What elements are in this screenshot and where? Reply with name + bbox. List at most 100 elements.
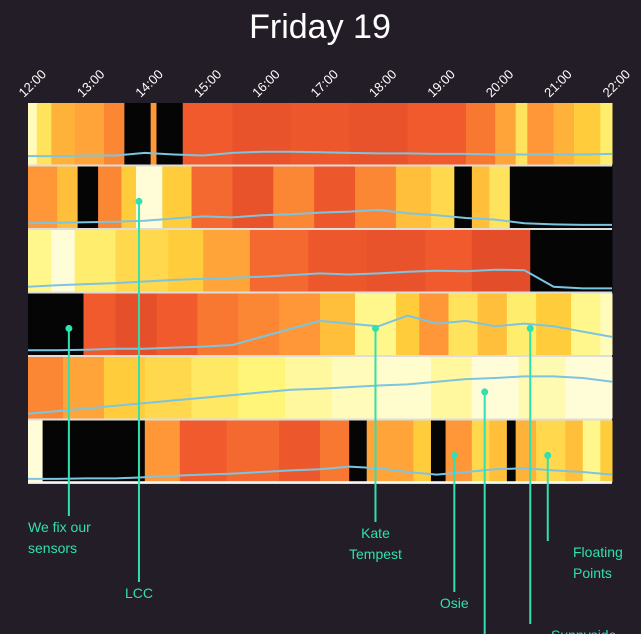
annotation-label: Sunnyside (551, 627, 617, 634)
x-tick-label: 21:00 (541, 67, 575, 101)
heatmap-cell (582, 420, 601, 482)
heatmap-cell (136, 166, 163, 228)
heatmap-cell (121, 166, 137, 228)
heatmap-cell (366, 230, 426, 292)
heatmap-cell (314, 166, 356, 228)
heatmap-cell (144, 357, 193, 419)
heatmap-cell (28, 166, 58, 228)
heatmap-cell (179, 420, 228, 482)
heatmap-cell (238, 357, 286, 419)
heatmap-cell (349, 103, 409, 165)
heatmap-cell (471, 230, 531, 292)
heatmap-cell (349, 420, 368, 482)
row-separator (28, 291, 612, 294)
heatmap-cell (454, 166, 473, 228)
annotation-label: Points (573, 565, 612, 581)
x-axis-ticks: 12:00 13:00 14:00 15:00 16:00 17:00 18:00 19:00… (16, 67, 634, 101)
heatmap-cell (565, 420, 584, 482)
x-tick-label: 14:00 (132, 67, 166, 101)
heatmap-cell (150, 103, 157, 165)
heatmap-row (28, 420, 613, 484)
heatmap-cell (430, 357, 473, 419)
row-separator (28, 418, 612, 421)
heatmap-cell (308, 230, 368, 292)
chart-title: Friday 19 (249, 8, 391, 46)
heatmap-cell (530, 230, 613, 292)
heatmap-cell (471, 357, 520, 419)
annotation: Floating Points (544, 451, 623, 581)
heatmap-cell (430, 166, 455, 228)
annotation-label: Floating (573, 544, 623, 560)
heatmap-cell (506, 420, 517, 482)
heatmap-cell (430, 420, 447, 482)
heatmap-cell (471, 166, 490, 228)
activity-line (27, 208, 612, 226)
activity-line (27, 375, 613, 415)
x-tick-label: 20:00 (483, 67, 517, 101)
annotation-label: We fix our (28, 519, 91, 535)
heatmap-cell (495, 103, 517, 165)
annotation: Sunnyside (526, 324, 617, 634)
heatmap-cell (51, 103, 76, 165)
heatmap-cell (28, 357, 64, 419)
heatmap-cell (378, 357, 432, 419)
row-separator (28, 164, 612, 167)
heatmap-row (27, 357, 613, 421)
heatmap-cell (600, 103, 613, 165)
heatmap-cell (509, 166, 613, 228)
heatmap-cell (103, 103, 125, 165)
annotation-dot (65, 324, 73, 332)
heatmap-cell (600, 293, 613, 355)
heatmap-cell (28, 420, 44, 482)
activity-line (28, 150, 613, 158)
heatmap-cell (77, 166, 99, 228)
annotation (481, 388, 489, 634)
activity-line (28, 314, 613, 352)
annotation-label: sensors (28, 540, 77, 556)
heatmap-row (28, 103, 613, 167)
heatmap-cell (515, 103, 528, 165)
heatmap-cell (42, 420, 146, 482)
heatmap-cell (83, 293, 117, 355)
heatmap-cell (36, 103, 52, 165)
heatmap-cell (191, 166, 233, 228)
annotation-dot (135, 197, 143, 205)
annotation-label: LCC (125, 585, 153, 601)
annotation: Kate Tempest (349, 324, 402, 562)
heatmap-cell (57, 166, 79, 228)
heatmap-cell (28, 293, 84, 355)
annotation-dot (526, 324, 534, 332)
heatmap-cell (395, 293, 420, 355)
heatmap-cell (407, 103, 467, 165)
x-tick-label: 13:00 (74, 67, 108, 101)
heatmap-cell (279, 420, 321, 482)
annotation-dot (481, 388, 489, 396)
heatmap-cell (448, 293, 479, 355)
x-tick-label: 22:00 (600, 67, 634, 101)
heatmap-cell (425, 230, 473, 292)
heatmap-cell (98, 166, 122, 228)
heatmap-cell (320, 420, 350, 482)
heatmap-cell (28, 103, 38, 165)
heatmap-cell (232, 103, 292, 165)
heatmap-cell (536, 420, 566, 482)
heatmap-cell (115, 293, 157, 355)
x-tick-label: 18:00 (366, 67, 400, 101)
row-separator (28, 228, 612, 230)
heatmap-cell (273, 166, 315, 228)
row-separator (28, 482, 612, 484)
x-tick-label: 15:00 (191, 67, 225, 101)
row-separator (28, 355, 612, 357)
heatmap-cell (168, 230, 204, 292)
heatmap-cell (156, 293, 198, 355)
heatmap-cell (489, 166, 511, 228)
annotation: LCC (125, 197, 153, 601)
heatmap-cell (413, 420, 432, 482)
annotation-dot (450, 451, 458, 459)
heatmap-cell (553, 103, 575, 165)
heatmap-cell (290, 103, 350, 165)
x-tick-label: 16:00 (249, 67, 283, 101)
heatmap-cell (515, 420, 537, 482)
annotations: We fix our sensors LCC Kate Tempest Osie Float… (28, 197, 623, 634)
